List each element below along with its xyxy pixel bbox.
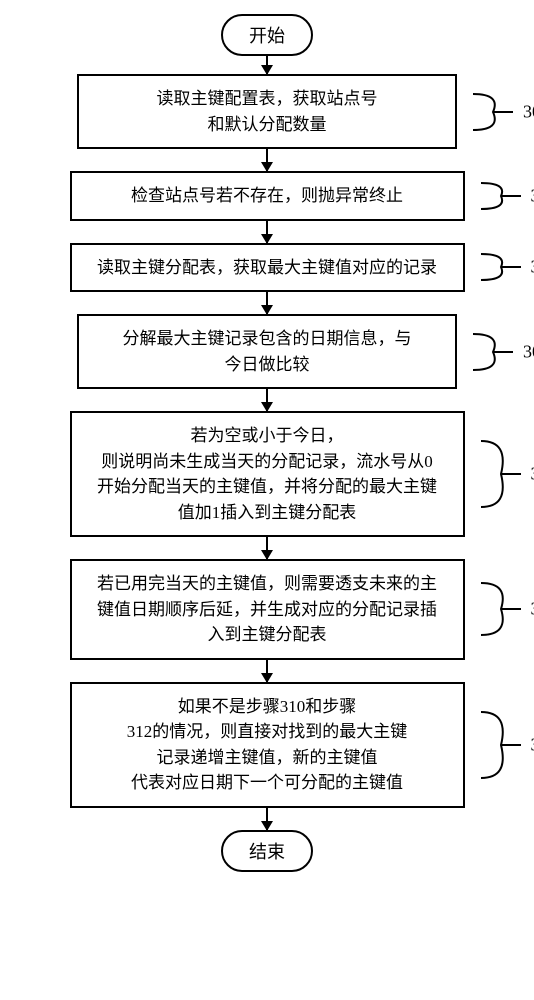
arrow (266, 660, 268, 682)
step-310: 若为空或小于今日，则说明尚未生成当天的分配记录，流水号从0开始分配当天的主键值，… (70, 411, 465, 537)
step-312: 若已用完当天的主键值，则需要透支未来的主键值日期顺序后延，并生成对应的分配记录插… (70, 559, 465, 660)
arrow (266, 221, 268, 243)
brace-icon (479, 252, 523, 282)
step-302: 读取主键配置表，获取站点号和默认分配数量 302 (77, 74, 457, 149)
arrow (266, 537, 268, 559)
step-308: 分解最大主键记录包含的日期信息，与今日做比较 308 (77, 314, 457, 389)
arrow (266, 808, 268, 830)
arrow (266, 292, 268, 314)
brace-icon (479, 181, 523, 211)
step-number: 314 (531, 731, 534, 758)
step-number: 308 (523, 338, 534, 365)
step-text: 分解最大主键记录包含的日期信息，与今日做比较 (123, 329, 412, 374)
arrow (266, 389, 268, 411)
flowchart-container: 开始 读取主键配置表，获取站点号和默认分配数量 302 检查站点号若不存在，则抛… (0, 0, 534, 872)
arrow (266, 56, 268, 74)
step-number: 302 (523, 98, 534, 125)
brace-icon (479, 439, 523, 509)
step-text: 检查站点号若不存在，则抛异常终止 (131, 186, 403, 205)
step-number: 312 (531, 596, 534, 623)
brace-icon (471, 332, 515, 372)
step-text: 若已用完当天的主键值，则需要透支未来的主键值日期顺序后延，并生成对应的分配记录插… (97, 574, 437, 644)
brace-icon (479, 581, 523, 637)
step-text: 读取主键配置表，获取站点号和默认分配数量 (157, 89, 378, 134)
step-306: 读取主键分配表，获取最大主键值对应的记录 306 (70, 243, 465, 293)
start-terminator: 开始 (221, 14, 313, 56)
arrow (266, 149, 268, 171)
end-terminator: 结束 (221, 830, 313, 872)
step-number: 304 (531, 182, 534, 209)
step-text: 如果不是步骤310和步骤312的情况，则直接对找到的最大主键记录递增主键值，新的… (127, 697, 408, 793)
step-text: 若为空或小于今日，则说明尚未生成当天的分配记录，流水号从0开始分配当天的主键值，… (97, 426, 437, 522)
step-314: 如果不是步骤310和步骤312的情况，则直接对找到的最大主键记录递增主键值，新的… (70, 682, 465, 808)
brace-icon (479, 710, 523, 780)
step-text: 读取主键分配表，获取最大主键值对应的记录 (97, 258, 437, 277)
step-number: 306 (531, 254, 534, 281)
step-304: 检查站点号若不存在，则抛异常终止 304 (70, 171, 465, 221)
step-number: 310 (531, 461, 534, 488)
brace-icon (471, 92, 515, 132)
